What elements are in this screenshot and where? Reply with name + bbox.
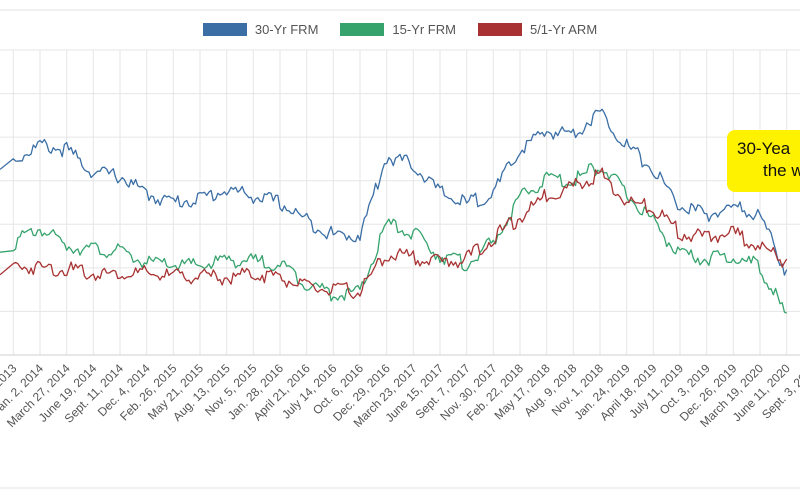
legend-label-arm: 5/1-Yr ARM: [529, 22, 598, 37]
legend-item-15yr[interactable]: 15-Yr FRM: [340, 22, 456, 37]
legend-label-30yr: 30-Yr FRM: [254, 22, 319, 37]
annotation-line-1: 30-Yea: [737, 139, 791, 158]
legend: 30-Yr FRM 15-Yr FRM 5/1-Yr ARM: [0, 22, 800, 37]
legend-swatch-15yr: [340, 23, 385, 36]
series-line-30-yr-frm: [0, 108, 788, 276]
legend-label-15yr: 15-Yr FRM: [392, 22, 456, 37]
legend-item-arm[interactable]: 5/1-Yr ARM: [477, 22, 598, 37]
legend-swatch-arm: [477, 23, 522, 36]
annotation-line-2: the w: [763, 161, 800, 180]
legend-item-30yr[interactable]: 30-Yr FRM: [202, 22, 319, 37]
annotation-callout: 30-Yea the w: [727, 130, 800, 192]
series-lines: [0, 108, 788, 314]
gridlines: [0, 9, 800, 489]
series-line-5-1-yr-arm: [0, 167, 788, 300]
legend-swatch-30yr: [202, 23, 247, 36]
series-line-15-yr-frm: [0, 162, 788, 314]
